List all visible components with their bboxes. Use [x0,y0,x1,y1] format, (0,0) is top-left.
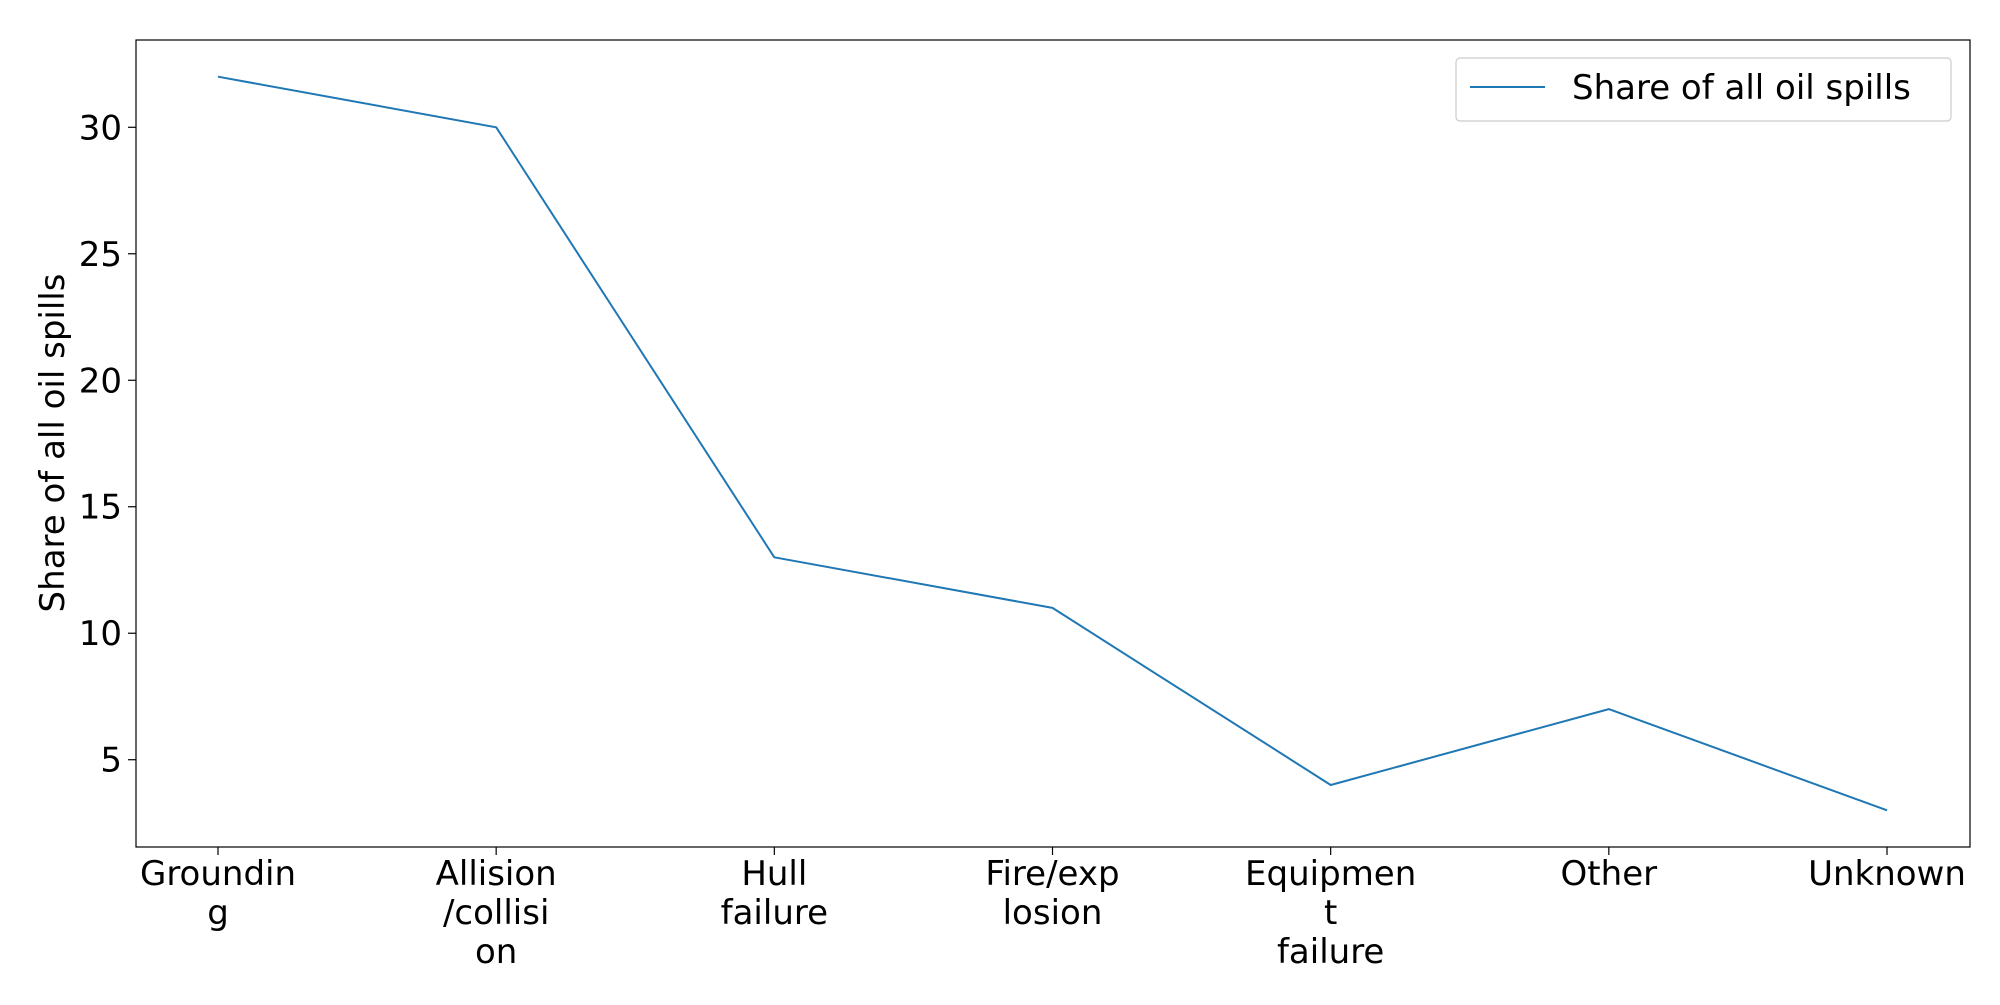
legend: Share of all oil spills [1456,58,1951,121]
y-tick-label: 25 [79,235,122,275]
y-tick-label: 15 [79,488,122,528]
legend-label: Share of all oil spills [1572,68,1911,108]
x-tick-label: Other [1561,854,1658,894]
y-tick-label: 5 [100,741,122,781]
y-tick-label: 30 [79,108,122,148]
y-tick-label: 20 [79,361,122,401]
x-tick-label: Unknown [1808,854,1966,894]
y-axis-label: Share of all oil spills [33,274,73,613]
y-axis-ticks: 5 10 15 20 25 30 [79,108,136,780]
y-tick-label: 10 [79,614,122,654]
plot-area [136,40,1970,847]
